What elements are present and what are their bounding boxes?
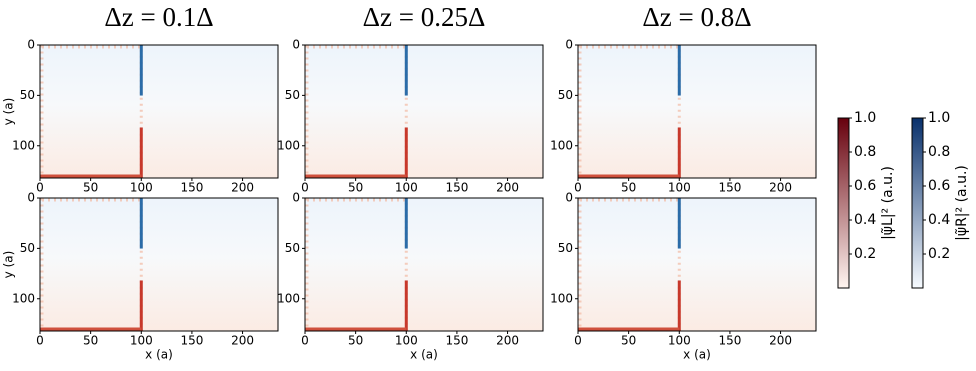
- colorbar-tick-label: 0.8: [928, 144, 950, 160]
- heatmap-image: [578, 45, 816, 178]
- x-tick-label: 200: [769, 181, 792, 195]
- panel-title: Δz = 0.8Δ: [642, 2, 751, 32]
- colorbar: [911, 117, 924, 289]
- x-tick-label: 100: [668, 334, 691, 348]
- y-tick-label: 0: [565, 191, 573, 205]
- x-tick-label: 100: [130, 181, 153, 195]
- x-tick-label: 0: [301, 334, 309, 348]
- y-tick-label: 0: [27, 191, 35, 205]
- x-tick-label: 0: [36, 334, 44, 348]
- heatmap-image: [40, 198, 278, 331]
- y-tick-label: 0: [27, 38, 35, 52]
- x-tick-label: 150: [718, 334, 741, 348]
- colorbar-tick-label: 0.2: [854, 246, 876, 262]
- x-tick-label: 0: [574, 181, 582, 195]
- y-tick-label: 0: [292, 191, 300, 205]
- y-tick-label: 0: [292, 38, 300, 52]
- y-tick-label: 50: [20, 88, 35, 102]
- y-tick-label: 100: [277, 291, 300, 305]
- x-tick-label: 150: [180, 181, 203, 195]
- x-tick-label: 50: [348, 334, 363, 348]
- x-tick-label: 50: [621, 334, 636, 348]
- x-tick-label: 100: [395, 181, 418, 195]
- x-tick-label: 100: [130, 334, 153, 348]
- colorbar-label: |ψ̃L|² (a.u.): [880, 166, 896, 240]
- x-tick-label: 200: [496, 181, 519, 195]
- x-tick-label: 50: [83, 334, 98, 348]
- y-axis-label: y (a): [2, 251, 16, 279]
- y-tick-label: 50: [285, 241, 300, 255]
- colorbar-tick-label: 0.2: [928, 246, 950, 262]
- colorbar-label: |ψ̃R|² (a.u.): [954, 165, 970, 241]
- panel-title: Δz = 0.1Δ: [104, 2, 213, 32]
- x-tick-label: 0: [301, 181, 309, 195]
- colorbar-tick-label: 0.4: [928, 212, 950, 228]
- plot-frame: [577, 197, 817, 332]
- colorbar-tick-label: 1.0: [928, 110, 950, 126]
- plot-frame: [304, 44, 544, 179]
- colorbar-tick-label: 0.8: [854, 144, 876, 160]
- x-tick-label: 200: [231, 181, 254, 195]
- heatmap-image: [305, 45, 543, 178]
- x-axis-label: x (a): [145, 348, 173, 362]
- heatmap-image: [40, 45, 278, 178]
- x-tick-label: 50: [83, 181, 98, 195]
- colorbar-tick-label: 0.6: [854, 178, 876, 194]
- x-tick-label: 200: [231, 334, 254, 348]
- plot-frame: [39, 197, 279, 332]
- y-tick-label: 100: [12, 291, 35, 305]
- x-tick-label: 0: [36, 181, 44, 195]
- colorbar-tick-label: 1.0: [854, 110, 876, 126]
- x-tick-label: 150: [718, 181, 741, 195]
- y-tick-label: 100: [277, 138, 300, 152]
- colorbar: [837, 117, 850, 289]
- x-tick-label: 50: [621, 181, 636, 195]
- heatmap-image: [305, 198, 543, 331]
- x-tick-label: 200: [496, 334, 519, 348]
- y-tick-label: 50: [20, 241, 35, 255]
- x-tick-label: 100: [395, 334, 418, 348]
- plot-frame: [39, 44, 279, 179]
- y-tick-label: 50: [558, 88, 573, 102]
- y-tick-label: 100: [550, 138, 573, 152]
- x-tick-label: 200: [769, 334, 792, 348]
- colorbar-tick-label: 0.4: [854, 212, 876, 228]
- y-tick-label: 0: [565, 38, 573, 52]
- plot-frame: [304, 197, 544, 332]
- y-tick-label: 100: [550, 291, 573, 305]
- colorbar-tick-label: 0.6: [928, 178, 950, 194]
- x-tick-label: 50: [348, 181, 363, 195]
- x-tick-label: 150: [180, 334, 203, 348]
- x-tick-label: 100: [668, 181, 691, 195]
- x-axis-label: x (a): [410, 348, 438, 362]
- x-axis-label: x (a): [683, 348, 711, 362]
- y-axis-label: y (a): [2, 98, 16, 126]
- y-tick-label: 100: [12, 138, 35, 152]
- y-tick-label: 50: [558, 241, 573, 255]
- plot-frame: [577, 44, 817, 179]
- x-tick-label: 0: [574, 334, 582, 348]
- heatmap-image: [578, 198, 816, 331]
- panel-title: Δz = 0.25Δ: [363, 2, 486, 32]
- x-tick-label: 150: [445, 334, 468, 348]
- x-tick-label: 150: [445, 181, 468, 195]
- y-tick-label: 50: [285, 88, 300, 102]
